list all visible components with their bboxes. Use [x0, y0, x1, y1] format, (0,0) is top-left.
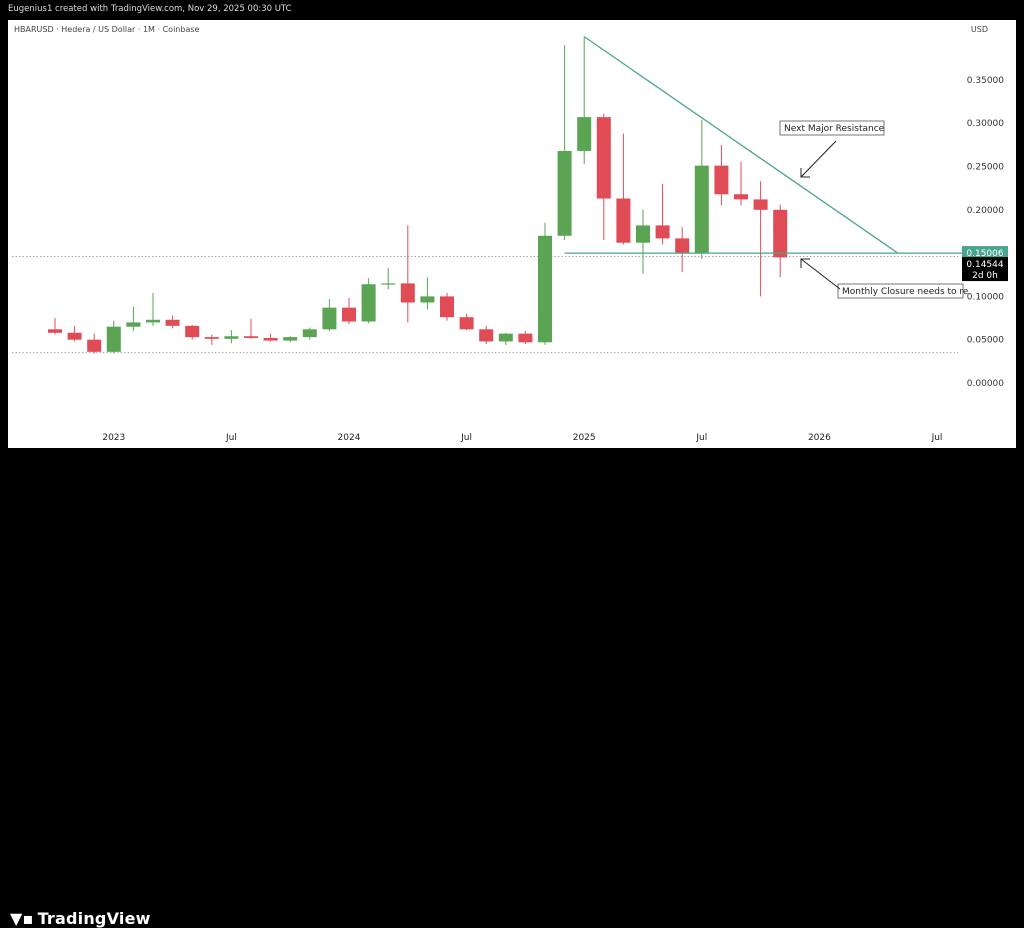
annotation-box	[837, 283, 964, 299]
annotation-arrow	[800, 258, 841, 290]
x-tick-label: 2023	[102, 433, 125, 443]
candle-up	[538, 235, 552, 343]
y-tick-label: 0.00000	[967, 379, 1004, 389]
y-tick-label: 0.20000	[967, 206, 1004, 216]
candle-down	[165, 319, 180, 326]
symbol-label: HBARUSD · Hedera / US Dollar · 1M · Coin…	[14, 25, 200, 34]
annotation-box	[779, 120, 885, 136]
candle-up	[577, 117, 592, 151]
x-tick-label: Jul	[225, 433, 237, 443]
price-badge	[962, 257, 1008, 282]
y-tick-label: 0.30000	[967, 119, 1004, 129]
tradingview-logo: ▼▪ TradingView	[10, 909, 151, 928]
price-badge-label: 0.14544	[966, 260, 1003, 270]
candle-down	[714, 165, 729, 195]
y-tick-label: 0.05000	[967, 336, 1004, 346]
x-tick-label: 2026	[808, 433, 831, 443]
candle-up	[126, 322, 141, 327]
candle-down	[734, 194, 748, 200]
brand-name: TradingView	[37, 909, 151, 928]
candle-up	[322, 307, 337, 330]
candle-down	[67, 332, 82, 340]
annotation-text: Next Major Resistance	[784, 124, 885, 134]
candle-down	[87, 339, 102, 352]
candlestick-chart[interactable]: 0.350000.300000.250000.200000.150000.100…	[0, 0, 1024, 488]
candle-down	[518, 333, 533, 343]
candle-up	[302, 329, 317, 338]
candle-up	[557, 150, 572, 236]
candle-up	[636, 225, 650, 243]
footer-bar: ▼▪ TradingView	[0, 450, 1024, 928]
x-tick-label: Jul	[695, 433, 707, 443]
candle-up	[361, 284, 376, 322]
candle-down	[753, 199, 768, 210]
tradingview-logo-icon: ▼▪	[10, 909, 34, 928]
candle-down	[48, 329, 62, 333]
candle-down	[596, 117, 611, 199]
candle-up	[106, 326, 121, 352]
candle-down	[616, 198, 631, 243]
x-tick-label: Jul	[931, 433, 943, 443]
candle-up	[283, 337, 298, 341]
x-tick-label: Jul	[460, 433, 472, 443]
x-tick-label: 2025	[573, 433, 596, 443]
price-badge-label: 0.15006	[966, 249, 1003, 259]
y-tick-label: 0.25000	[967, 163, 1004, 173]
resistance-trendline	[583, 36, 899, 254]
candle-down	[675, 238, 690, 254]
candle-down	[773, 209, 788, 258]
candle-down	[479, 329, 494, 342]
candle-down	[655, 225, 670, 239]
candle-up	[498, 333, 513, 342]
candle-up	[146, 319, 160, 323]
price-badge-countdown: 2d 0h	[972, 271, 998, 281]
candle-down	[440, 296, 454, 318]
y-tick-label: 0.35000	[967, 76, 1004, 86]
candle-up	[420, 296, 435, 303]
candle-up	[224, 336, 239, 339]
price-badge	[962, 246, 1008, 260]
candle-down	[263, 337, 278, 341]
currency-label: USD	[970, 25, 988, 34]
candle-down	[204, 337, 219, 339]
x-tick-label: 2024	[338, 433, 361, 443]
candle-up	[694, 165, 709, 254]
candle-down	[244, 336, 258, 338]
candle-down	[459, 317, 474, 330]
candle-up	[381, 283, 396, 285]
candle-down	[185, 325, 200, 338]
annotation-text: Monthly Closure needs to re	[842, 287, 969, 297]
arrow-head-icon	[800, 168, 810, 178]
arrow-head-icon	[800, 258, 810, 268]
candle-down	[400, 283, 415, 303]
annotation-arrow	[800, 140, 837, 178]
chart-panel[interactable]	[8, 20, 1016, 448]
header-text: Eugenius1 created with TradingView.com, …	[8, 4, 292, 14]
candle-down	[342, 307, 356, 322]
y-tick-label: 0.10000	[967, 292, 1004, 302]
chart-header: Eugenius1 created with TradingView.com, …	[0, 0, 1024, 20]
